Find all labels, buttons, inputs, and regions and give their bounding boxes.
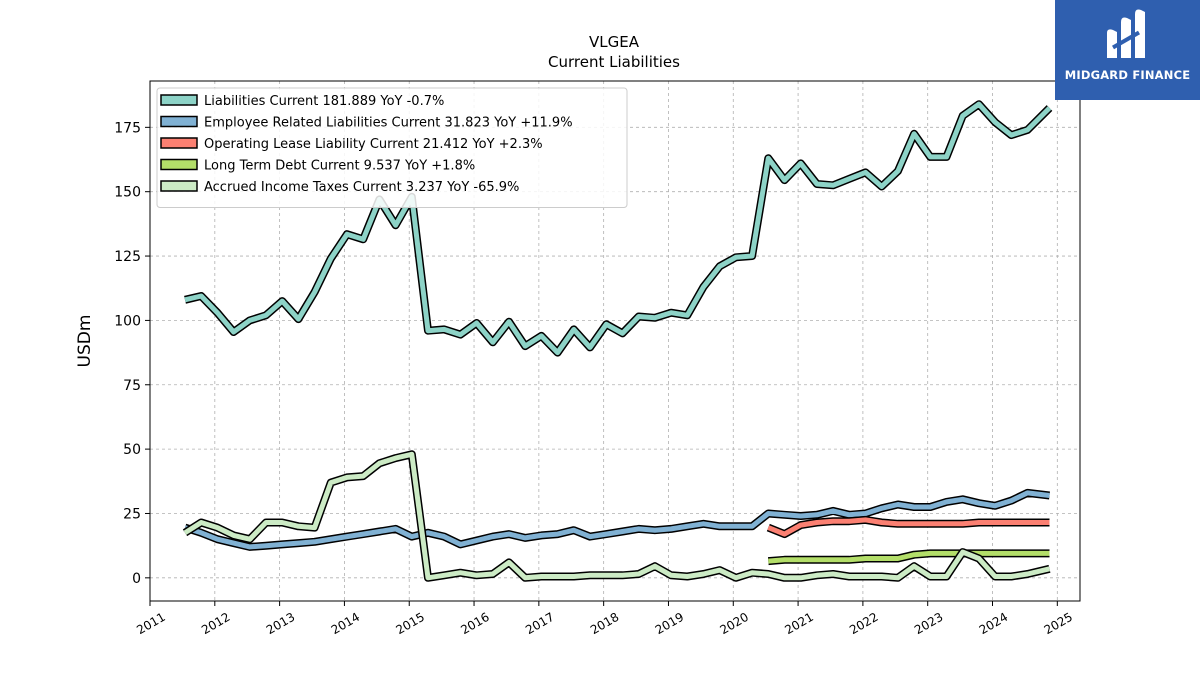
y-tick-label: 125	[114, 249, 141, 265]
legend-box	[156, 87, 628, 208]
legend: Liabilities Current 181.889 YoY -0.7% Emp…	[156, 87, 628, 208]
x-tick-label: 2019	[653, 610, 686, 637]
x-tick-label: 2025	[1042, 610, 1075, 637]
x-tick-label: 2018	[588, 610, 621, 637]
x-tick-label: 2014	[329, 610, 362, 637]
x-tick-label: 2015	[394, 610, 427, 637]
legend-swatch	[160, 180, 198, 192]
legend-label: Operating Lease Liability Current 21.412…	[204, 137, 543, 152]
chart-title: VLGEA	[589, 33, 640, 51]
x-tick-label: 2024	[977, 610, 1010, 637]
series-line	[767, 517, 1050, 537]
series-layer	[182, 100, 1053, 582]
series-line	[768, 550, 1050, 564]
plot-frame	[149, 80, 1081, 602]
x-tick-label: 2022	[847, 610, 880, 637]
brand-mark-icon	[1107, 9, 1145, 58]
y-axis-label: USDm	[75, 315, 95, 368]
y-tick-label: 100	[114, 313, 141, 329]
x-tick-label: 2017	[523, 610, 556, 637]
x-tick-label: 2013	[264, 610, 297, 637]
x-tick-label: 2021	[782, 610, 815, 637]
y-tick-label: 25	[123, 506, 141, 522]
x-tick-label: 2012	[199, 610, 232, 637]
x-tick-label: 2020	[718, 610, 751, 637]
series-line	[184, 101, 1052, 356]
series-line	[184, 490, 1050, 550]
y-tick-label: 0	[132, 571, 141, 587]
legend-swatch	[160, 94, 198, 106]
series-0	[184, 100, 1053, 357]
legend-swatch	[160, 115, 198, 128]
legend-label: Long Term Debt Current 9.537 YoY +1.8%	[204, 159, 475, 174]
y-tick-label: 175	[114, 120, 141, 136]
legend-label: Employee Related Liabilities Current 31.…	[204, 116, 573, 131]
x-tick-label: 2016	[458, 610, 491, 637]
x-tick-label: 2011	[134, 610, 167, 637]
legend-swatch	[160, 137, 198, 149]
series-line	[183, 451, 1051, 581]
legend-label: Accrued Income Taxes Current 3.237 YoY -…	[204, 180, 519, 195]
y-tick-label: 150	[114, 185, 141, 201]
series-2	[766, 515, 1050, 539]
series-3	[767, 549, 1050, 566]
y-tick-label: 75	[123, 378, 141, 394]
legend-label: Liabilities Current 181.889 YoY -0.7%	[204, 94, 444, 109]
series-1	[183, 488, 1050, 551]
chart-subtitle: Current Liabilities	[548, 53, 680, 71]
legend-swatch	[160, 158, 198, 171]
brand-logo: MIDGARD FINANCE	[1055, 0, 1200, 100]
series-4	[182, 450, 1051, 582]
y-tick-label: 50	[123, 442, 141, 458]
brand-name: MIDGARD FINANCE	[1064, 68, 1191, 82]
x-tick-label: 2023	[912, 610, 945, 637]
